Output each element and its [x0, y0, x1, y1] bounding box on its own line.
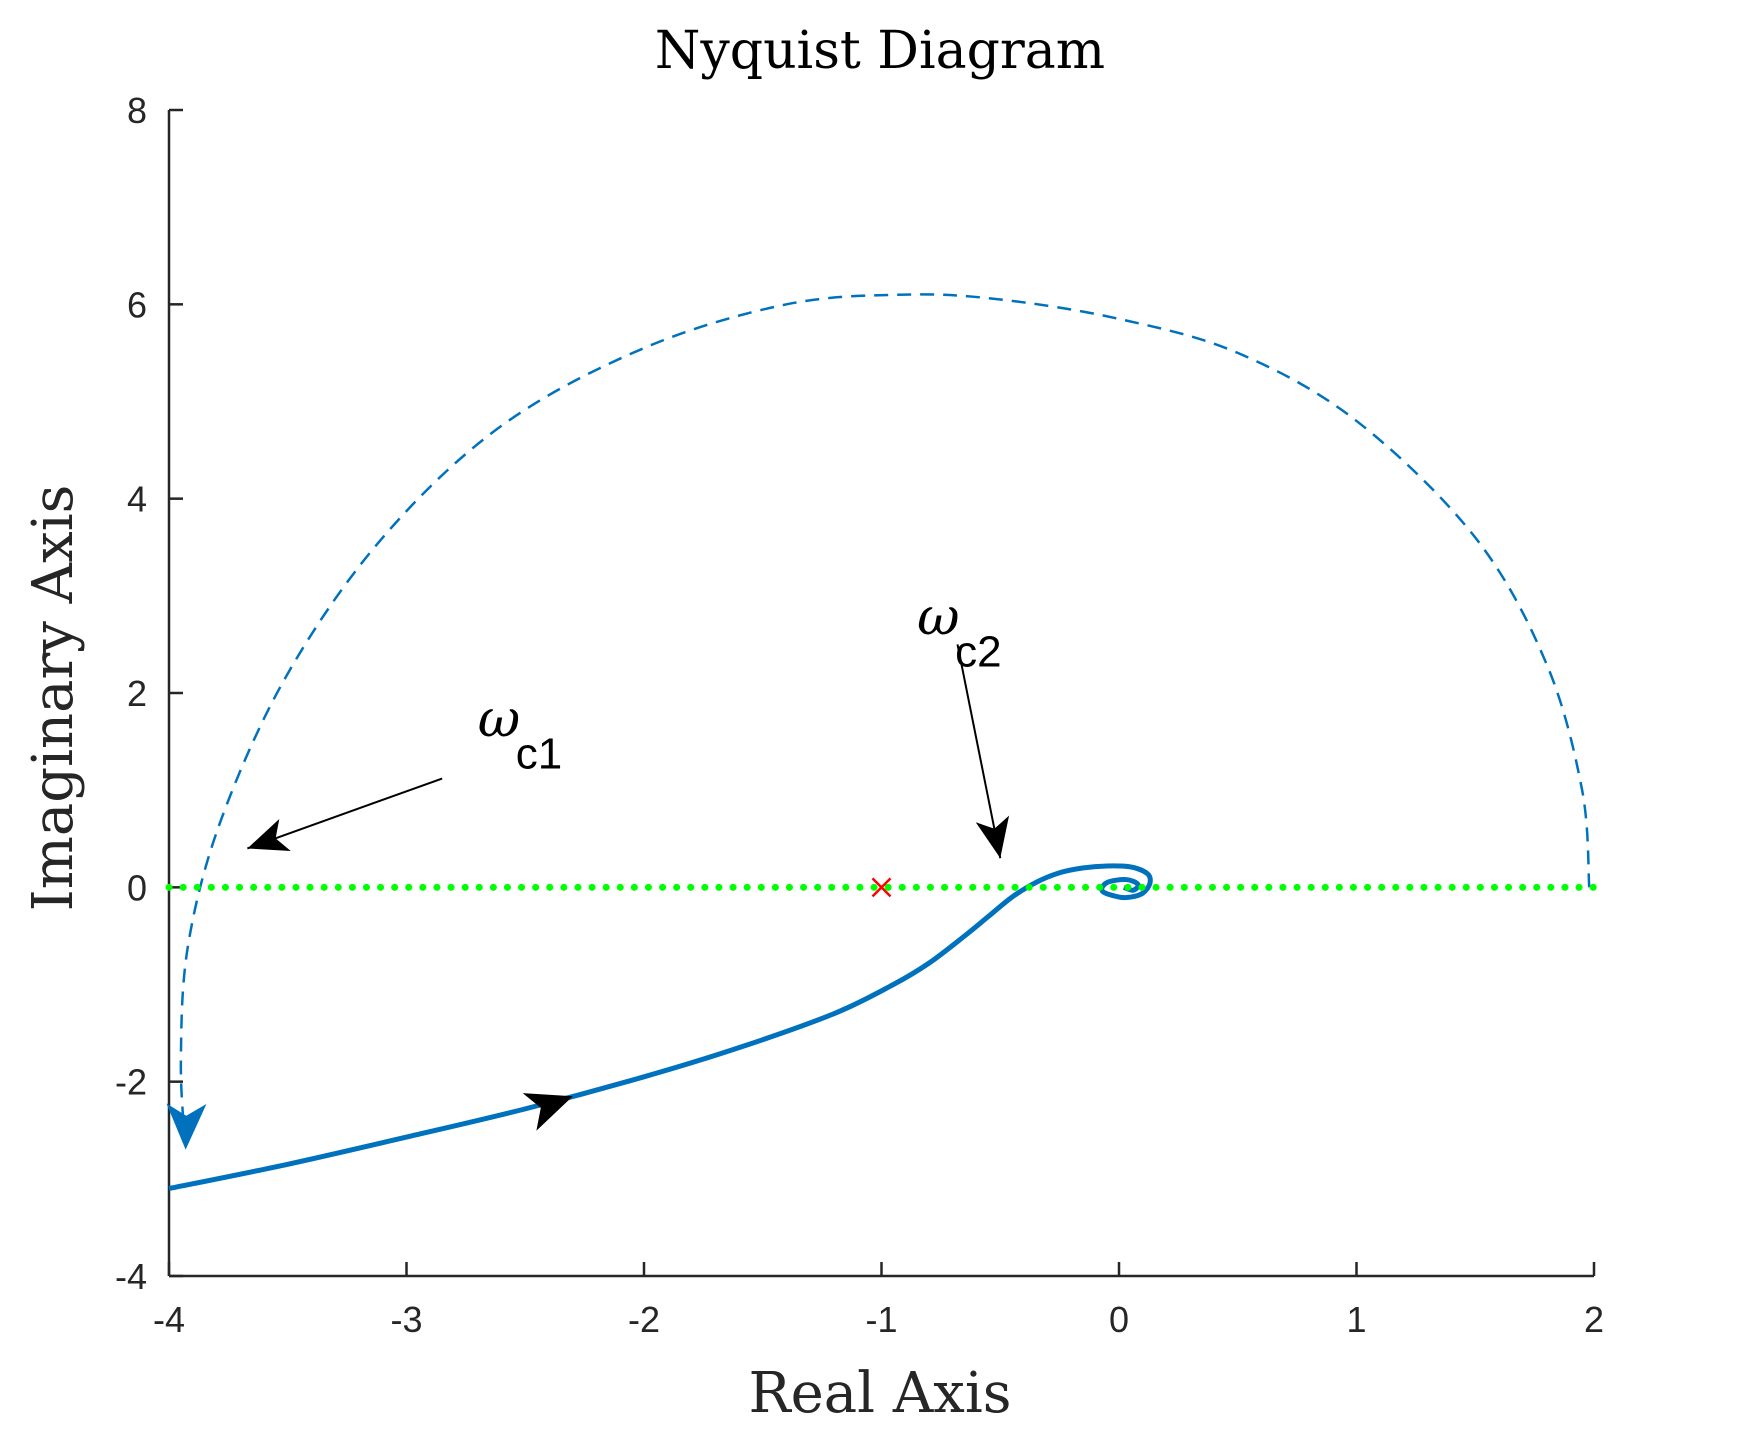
series-solid-nyquist-curve: [168, 863, 1153, 1191]
x-tick-label: -1: [865, 1299, 897, 1340]
omega-symbol: ω: [478, 690, 520, 750]
x-tick-label: -2: [628, 1299, 660, 1340]
y-tick-label: 2: [127, 673, 147, 714]
critical-point-marker: [871, 877, 892, 898]
direction-arrowhead: [166, 1103, 207, 1150]
x-tick-label: 1: [1346, 1299, 1366, 1340]
direction-arrowhead: [522, 1093, 573, 1131]
y-tick-label: 8: [127, 90, 147, 131]
y-tick-label: -2: [115, 1062, 147, 1103]
x-axis-title: Real Axis: [748, 1361, 1011, 1426]
series-dashed-negative-frequency: [179, 293, 1591, 1150]
annotation-arrowhead: [975, 815, 1010, 859]
x-tick-label: -4: [153, 1299, 185, 1340]
y-tick-label: 6: [127, 284, 147, 325]
x-tick-label: -3: [390, 1299, 422, 1340]
omega-subscript: c2: [955, 628, 1001, 677]
y-tick-label: 4: [127, 479, 147, 520]
y-axis-title: Imaginary Axis: [21, 485, 86, 912]
y-tick-label: -4: [115, 1256, 147, 1297]
omega-subscript: c1: [516, 730, 562, 779]
chart-title: Nyquist Diagram: [655, 21, 1105, 81]
annotation-arrow-line: [247, 777, 443, 850]
annotation-arrowhead: [247, 818, 291, 851]
x-tick-label: 2: [1584, 1299, 1604, 1340]
omega-symbol: ω: [917, 588, 959, 648]
y-tick-label: 0: [127, 867, 147, 908]
x-tick-label: 0: [1109, 1299, 1129, 1340]
annotation-arrow-line: [956, 644, 1002, 859]
